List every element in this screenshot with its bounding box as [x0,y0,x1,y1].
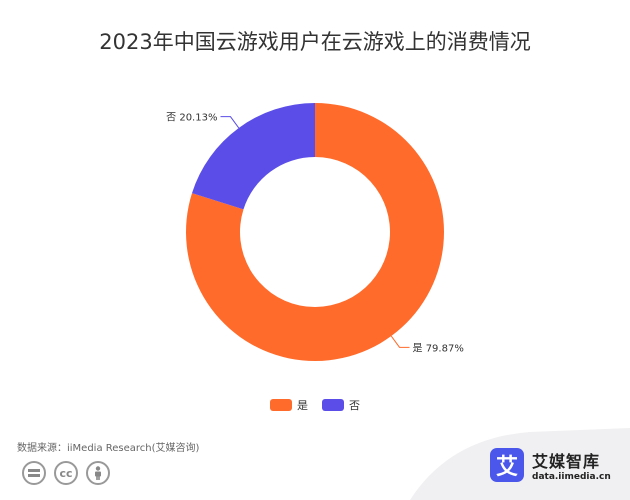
legend-label-no: 否 [349,399,360,412]
legend-swatch-no [322,399,344,411]
data-source: 数据来源：iiMedia Research(艾媒咨询) [17,443,200,454]
brand-logo-icon: 艾 [490,448,524,482]
brand-name: 艾媒智库 [532,452,601,471]
person-icon [86,461,110,485]
legend-label-yes: 是 [297,399,308,412]
legend-item-yes[interactable]: 是 [270,397,308,413]
cc-icon: cc [54,461,78,485]
donut-slice-0[interactable] [186,103,445,361]
label-line-0 [390,335,410,348]
legend-item-no[interactable]: 否 [322,397,360,413]
data-label-1: 否 20.13% [166,112,217,124]
legend-swatch-yes [270,399,292,411]
footer: 数据来源：iiMedia Research(艾媒咨询) cc 艾 艾媒智库 da… [0,428,630,500]
label-line-1 [220,116,240,129]
donut-slice-1[interactable] [191,103,315,210]
chart-title: 2023年中国云游戏用户在云游戏上的消费情况 [99,30,531,54]
license-icons: cc [22,461,110,485]
data-label-0: 是 79.87% [413,342,464,354]
equals-icon [22,461,46,485]
brand: 艾 艾媒智库 data.iimedia.cn [490,448,611,482]
brand-url[interactable]: data.iimedia.cn [532,472,611,482]
chart-legend: 是 否 [0,397,630,413]
